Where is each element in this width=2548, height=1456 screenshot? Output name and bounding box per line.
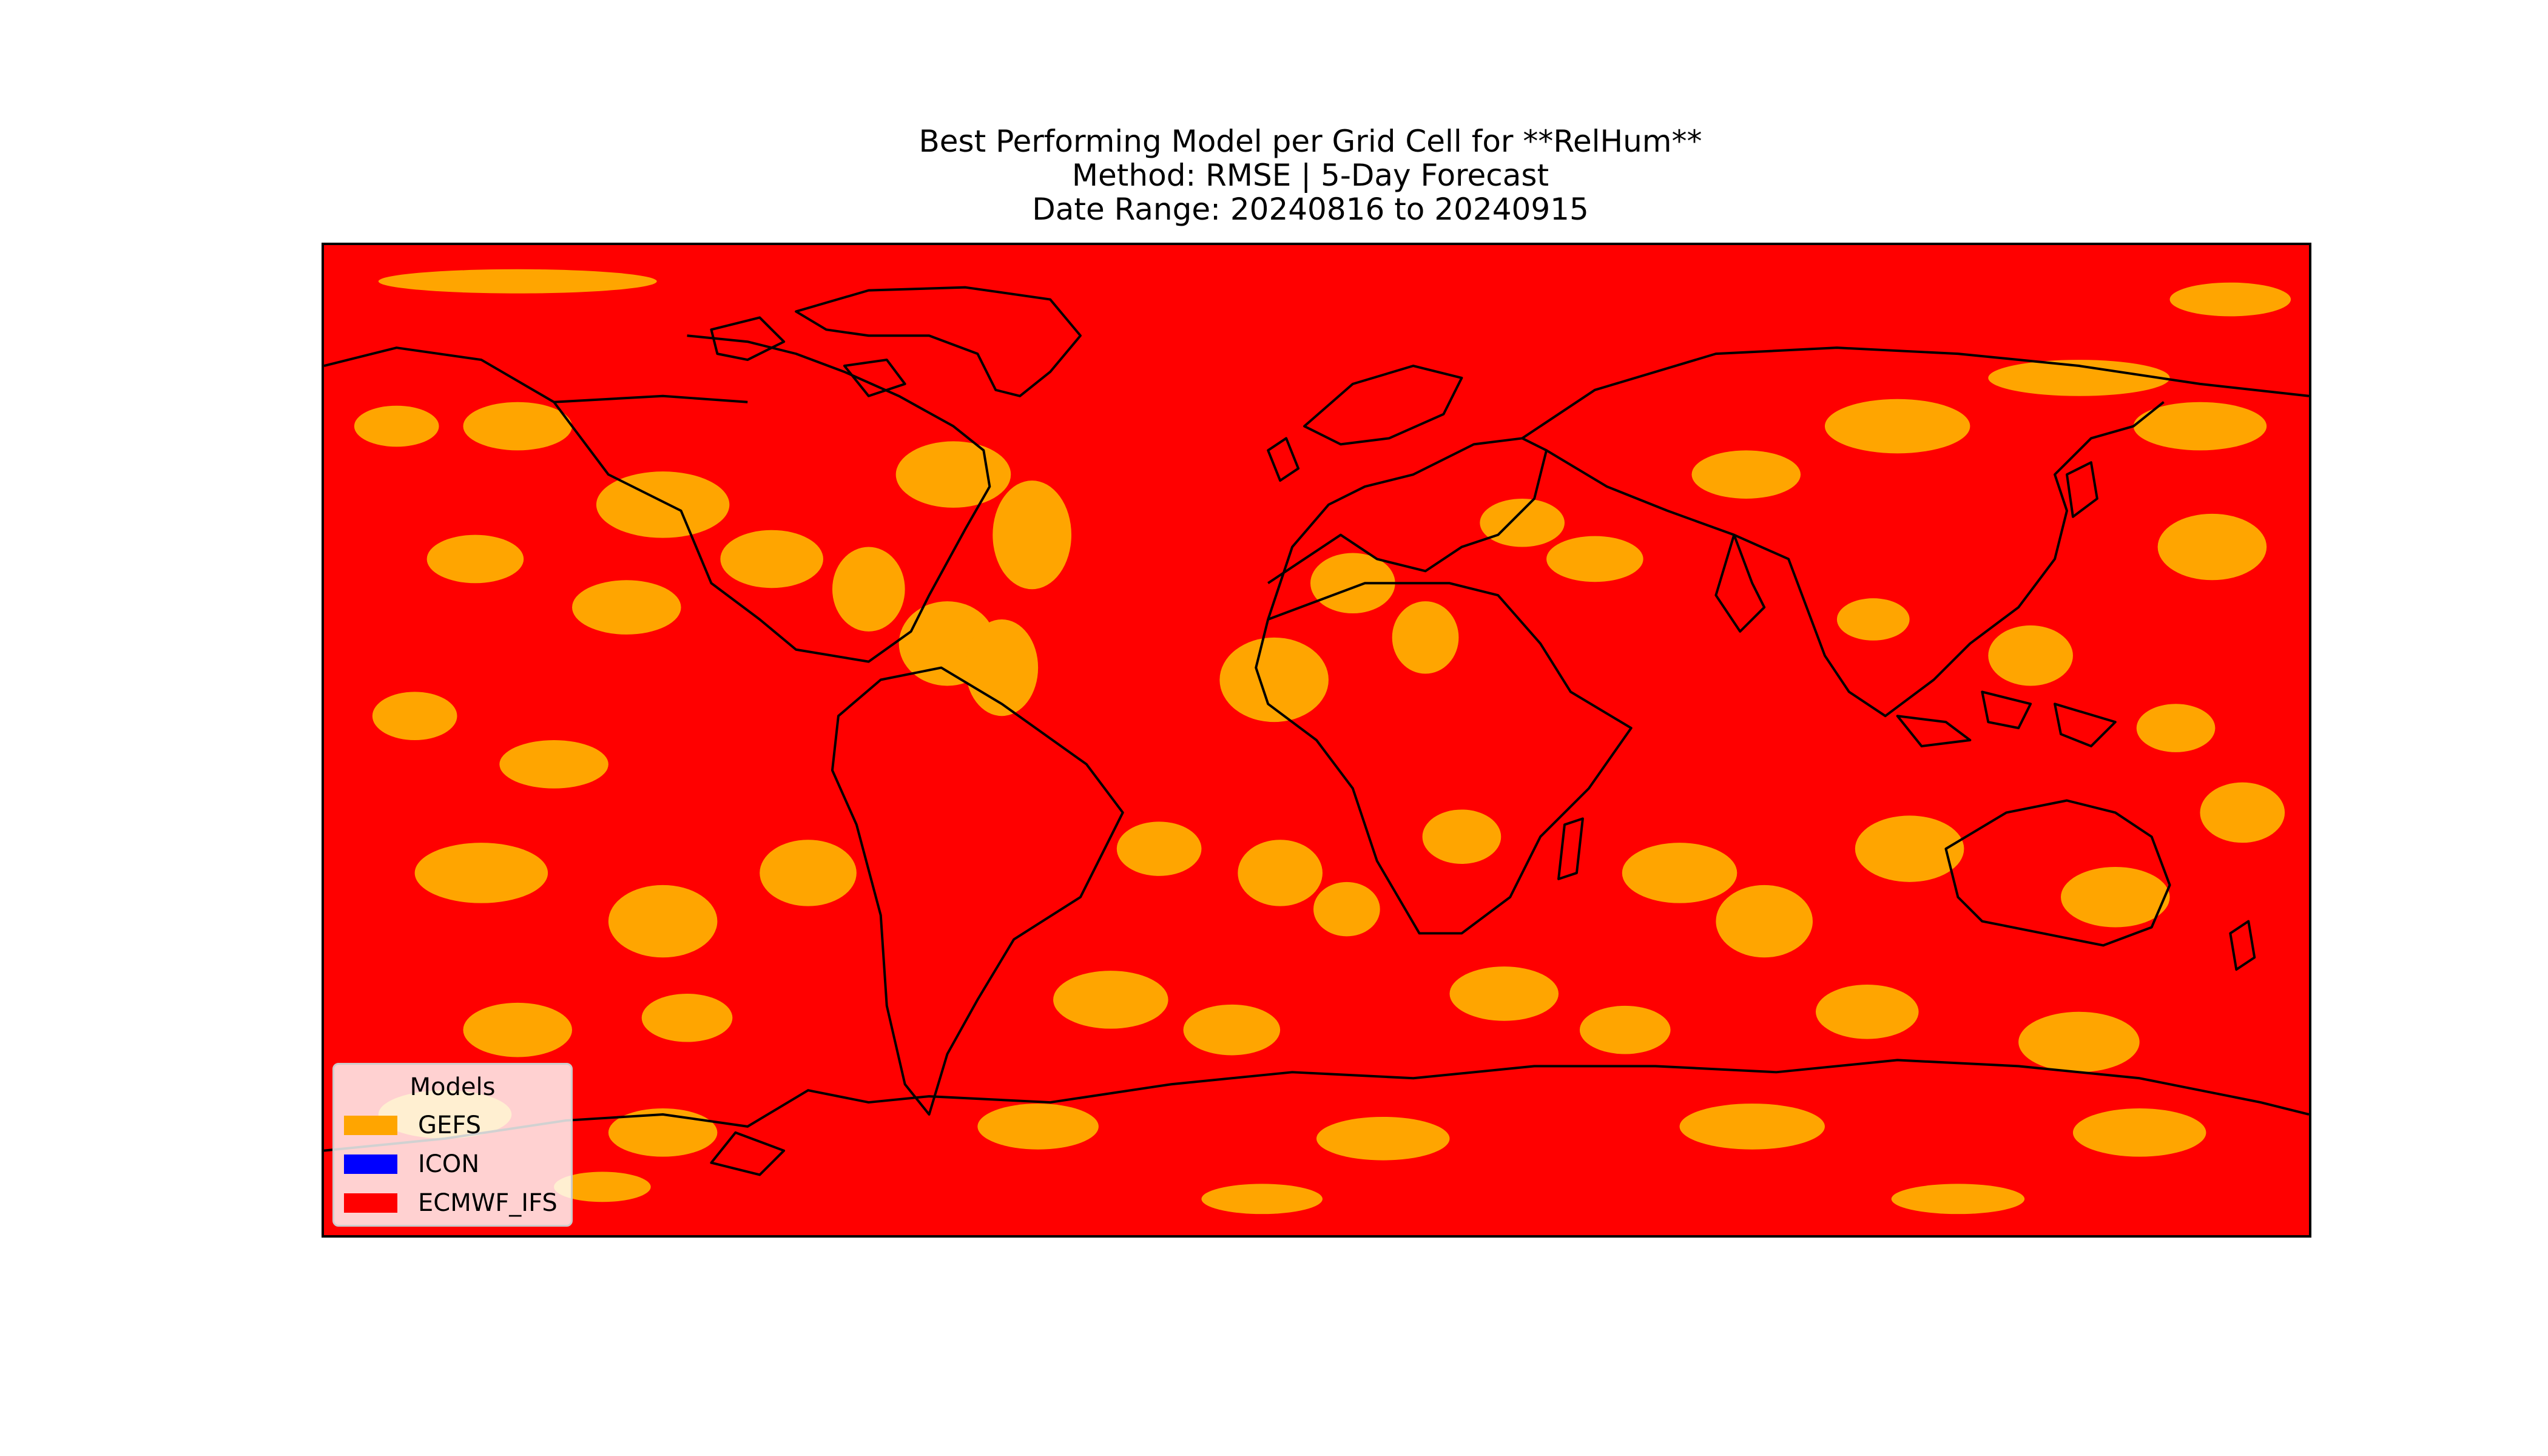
legend-title: Models	[410, 1073, 496, 1101]
legend-item-ecmwf-ifs: ECMWF_IFS	[344, 1188, 558, 1218]
legend-label-ecmwf-ifs: ECMWF_IFS	[418, 1189, 558, 1217]
map-frame	[322, 243, 2311, 1238]
legend-label-gefs: GEFS	[418, 1111, 481, 1139]
title-line-1: Best Performing Model per Grid Cell for …	[918, 124, 1702, 159]
gefs-patches	[354, 269, 2291, 1215]
chart-title: Best Performing Model per Grid Cell for …	[0, 124, 2548, 226]
world-map	[324, 245, 2309, 1235]
legend-swatch-gefs	[344, 1116, 397, 1135]
legend-swatch-ecmwf-ifs	[344, 1193, 397, 1213]
coastlines	[324, 286, 2309, 1176]
legend-item-icon: ICON	[344, 1149, 479, 1179]
legend-label-icon: ICON	[418, 1150, 480, 1178]
legend-swatch-icon	[344, 1154, 397, 1174]
legend: Models GEFS ICON ECMWF_IFS	[332, 1063, 573, 1227]
title-line-3: Date Range: 20240816 to 20240915	[1032, 192, 1589, 227]
title-line-2: Method: RMSE | 5-Day Forecast	[1071, 158, 1549, 193]
legend-item-gefs: GEFS	[344, 1110, 481, 1141]
